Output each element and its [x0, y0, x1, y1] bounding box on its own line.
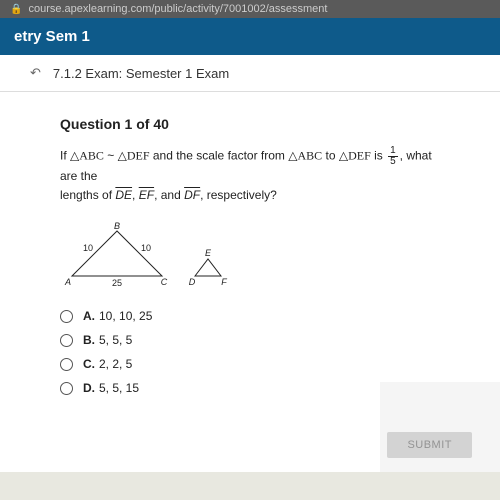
svg-text:10: 10 — [83, 243, 93, 253]
radio-icon[interactable] — [60, 382, 73, 395]
svg-text:B: B — [114, 221, 120, 231]
scale-fraction: 15 — [388, 146, 398, 167]
svg-text:10: 10 — [141, 243, 151, 253]
question-content: Question 1 of 40 If △ABC ~ △DEF and the … — [0, 92, 500, 472]
svg-text:E: E — [205, 248, 212, 258]
radio-icon[interactable] — [60, 310, 73, 323]
svg-text:25: 25 — [112, 278, 122, 288]
answer-options: A. 10, 10, 25 B. 5, 5, 5 C. 2, 2, 5 D. 5… — [60, 309, 440, 395]
radio-icon[interactable] — [60, 334, 73, 347]
question-number: Question 1 of 40 — [60, 116, 440, 132]
svg-text:A: A — [64, 277, 71, 287]
url-text: course.apexlearning.com/public/activity/… — [28, 3, 327, 15]
corner-shade — [380, 382, 500, 472]
svg-text:C: C — [161, 277, 168, 287]
breadcrumb[interactable]: ↶ 7.1.2 Exam: Semester 1 Exam — [0, 55, 500, 92]
diagram-svg: B A C 10 10 25 E D F — [60, 221, 280, 291]
lock-icon: 🔒 — [10, 4, 22, 15]
option-d[interactable]: D. 5, 5, 15 — [60, 381, 440, 395]
radio-icon[interactable] — [60, 358, 73, 371]
course-header: etry Sem 1 — [0, 18, 500, 55]
back-icon[interactable]: ↶ — [30, 65, 41, 81]
svg-text:D: D — [189, 277, 196, 287]
course-title: etry Sem 1 — [14, 28, 90, 45]
triangles-diagram: B A C 10 10 25 E D F — [60, 221, 440, 291]
option-a[interactable]: A. 10, 10, 25 — [60, 309, 440, 323]
url-bar: 🔒 course.apexlearning.com/public/activit… — [0, 0, 500, 18]
question-text: If △ABC ~ △DEF and the scale factor from… — [60, 146, 440, 205]
option-c[interactable]: C. 2, 2, 5 — [60, 357, 440, 371]
option-b[interactable]: B. 5, 5, 5 — [60, 333, 440, 347]
svg-text:F: F — [221, 277, 227, 287]
triangle-abc — [72, 231, 162, 276]
breadcrumb-text: 7.1.2 Exam: Semester 1 Exam — [53, 66, 229, 81]
triangle-def — [195, 259, 221, 276]
submit-button[interactable]: SUBMIT — [387, 432, 472, 458]
